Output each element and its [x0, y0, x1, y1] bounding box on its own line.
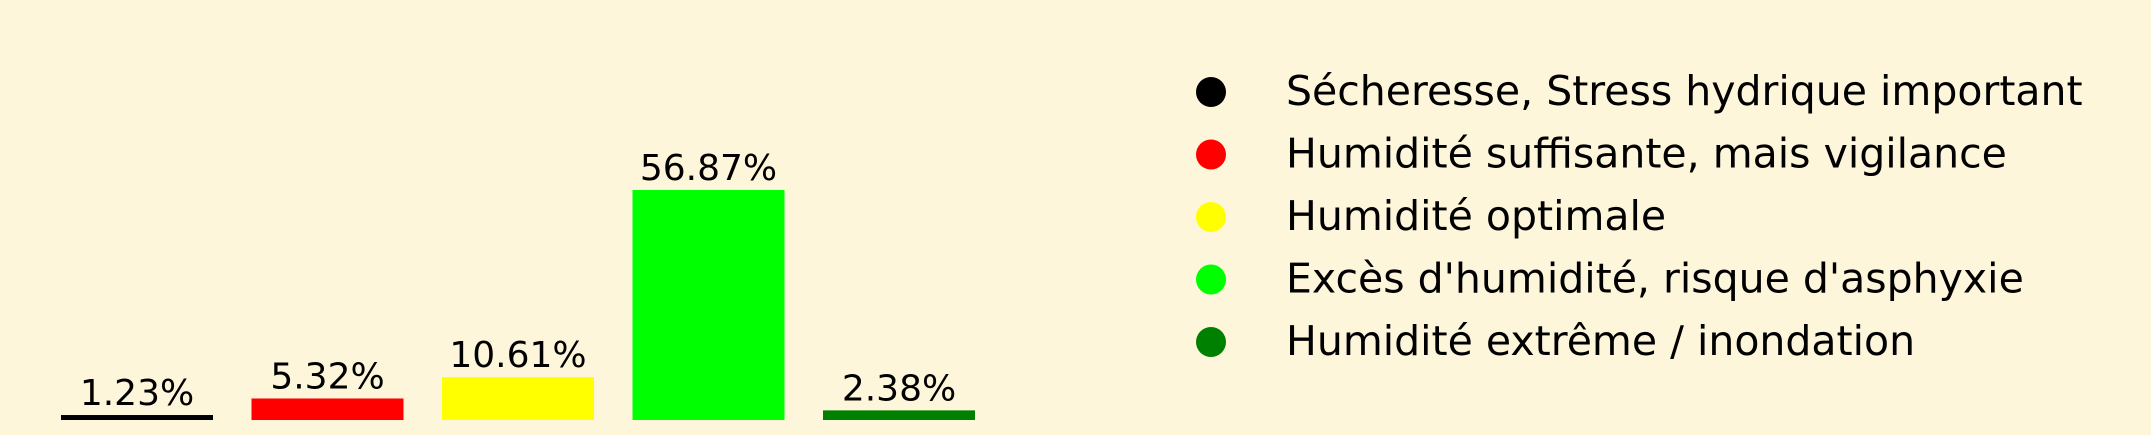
bar-value-label-4: 56.87% — [640, 148, 777, 189]
bar-2 — [251, 398, 404, 420]
legend: Sécheresse, Stress hydrique important Hum… — [1196, 67, 2083, 365]
bar-value-label-1: 1.23% — [80, 373, 194, 414]
bar-4 — [632, 190, 785, 420]
legend-label-1: Sécheresse, Stress hydrique important — [1286, 67, 2083, 115]
legend-marker-2 — [1196, 139, 1226, 170]
bar-value-label-2: 5.32% — [270, 356, 384, 397]
legend-marker-1 — [1196, 77, 1226, 107]
legend-label-5: Humidité extrême / inondation — [1286, 317, 1915, 365]
bar-3 — [442, 377, 594, 420]
bar-1 — [61, 415, 213, 420]
data-labels: 1.23% 5.32% 10.61% 56.87% 2.38% — [80, 148, 956, 414]
bar-5 — [823, 410, 975, 420]
legend-marker-5 — [1196, 327, 1226, 357]
legend-label-3: Humidité optimale — [1286, 192, 1666, 240]
legend-label-4: Excès d'humidité, risque d'asphyxie — [1286, 255, 2024, 303]
bar-value-label-3: 10.61% — [449, 335, 586, 376]
legend-marker-4 — [1196, 264, 1226, 295]
bar-value-label-5: 2.38% — [842, 368, 956, 409]
legend-marker-3 — [1196, 202, 1226, 232]
bars — [61, 190, 975, 420]
legend-label-2: Humidité suffisante, mais vigilance — [1286, 130, 2007, 178]
